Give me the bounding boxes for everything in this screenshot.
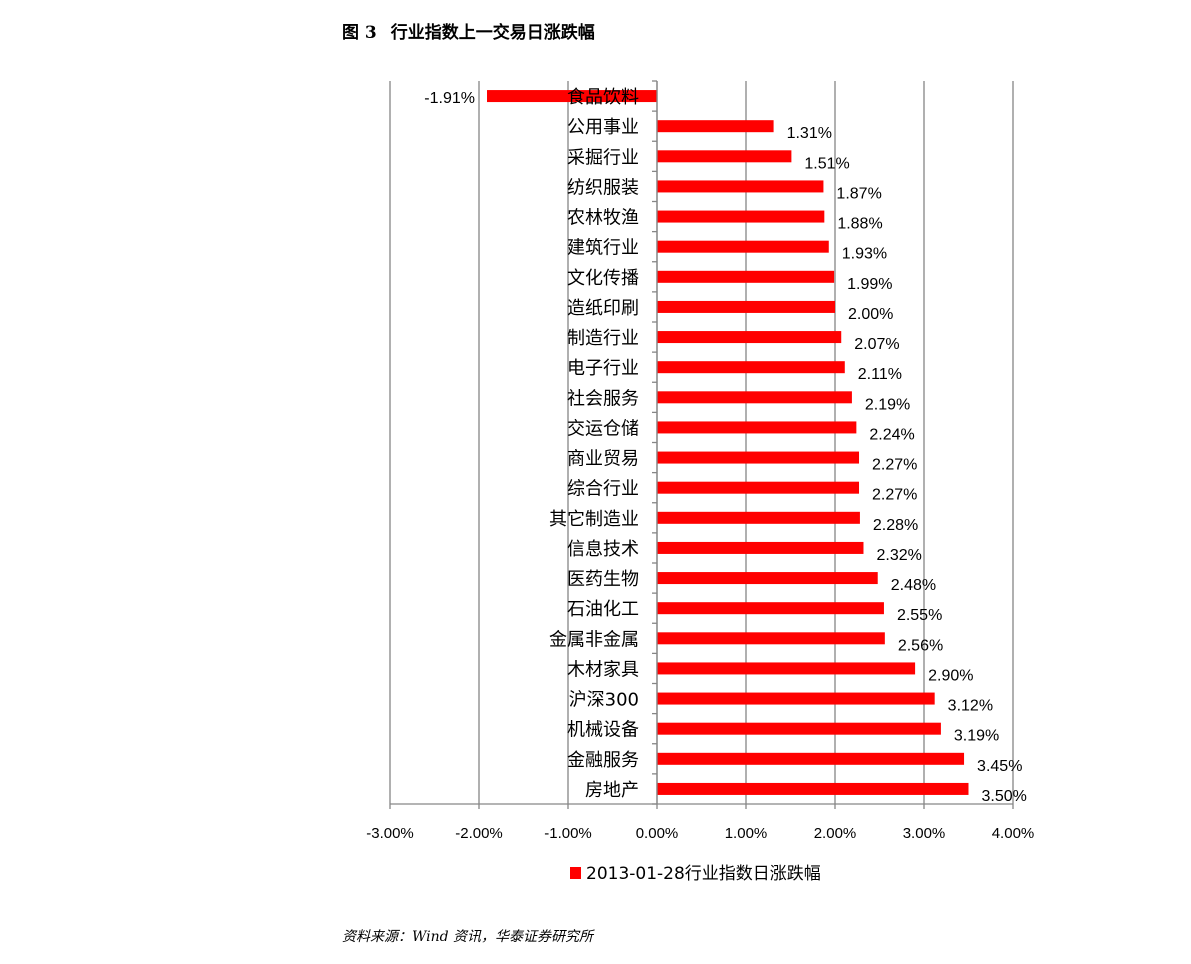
bar (657, 602, 884, 615)
category-label: 金属非金属 (549, 629, 639, 650)
category-label: 电子行业 (567, 358, 639, 379)
bar (657, 391, 852, 404)
bar (657, 451, 860, 464)
bar (657, 511, 860, 524)
bar (657, 270, 835, 283)
x-tick-label: 0.00% (636, 825, 679, 842)
bar (657, 782, 969, 795)
bar (657, 692, 935, 705)
data-label: 2.28% (873, 517, 918, 534)
data-label: 2.27% (872, 457, 917, 474)
data-label: 3.50% (982, 788, 1027, 805)
data-label: 1.88% (837, 216, 882, 233)
data-label: 2.56% (898, 637, 943, 654)
data-label: 1.87% (836, 185, 881, 202)
bar (657, 331, 842, 344)
data-label: 1.51% (804, 155, 849, 172)
bar (657, 632, 885, 645)
bar (657, 421, 857, 434)
x-tick-label: -3.00% (366, 825, 414, 842)
source-note: 资料来源：Wind 资讯，华泰证券研究所 (342, 929, 594, 945)
data-label: 2.32% (876, 547, 921, 564)
data-label: 2.07% (854, 336, 899, 353)
bar (657, 752, 965, 765)
axes: -3.00% -2.00% -1.00% 0.00% 1.00% 2.00% 3.00% 4.… (366, 80, 1035, 842)
figure-number: 图 3 (342, 23, 377, 43)
category-label: 沪深300 (569, 690, 639, 711)
x-tick-label: 4.00% (992, 825, 1035, 842)
figure-title-text: 行业指数上一交易日涨跌幅 (390, 23, 595, 43)
gridlines (389, 81, 1014, 804)
category-label: 采掘行业 (567, 147, 639, 168)
x-tick-label: -1.00% (544, 825, 592, 842)
category-label: 建筑行业 (567, 238, 639, 259)
bar (657, 662, 916, 675)
category-label: 造纸印刷 (567, 298, 639, 319)
bar (657, 150, 792, 163)
bar (657, 300, 835, 313)
data-label: 3.12% (948, 698, 993, 715)
bar (657, 481, 860, 494)
data-label: 2.48% (891, 577, 936, 594)
data-label: 3.19% (954, 728, 999, 745)
bar (657, 541, 864, 554)
bar (657, 240, 829, 253)
data-label: 2.11% (858, 366, 902, 383)
data-label: 1.99% (847, 276, 892, 293)
legend-swatch (570, 867, 581, 879)
category-label: 其它制造业 (549, 509, 639, 530)
bar (657, 361, 845, 374)
data-label: 2.00% (848, 306, 893, 323)
category-label: 医药生物 (567, 569, 639, 590)
category-label: 文化传播 (567, 268, 639, 289)
category-label: 制造行业 (567, 328, 639, 349)
category-label: 商业贸易 (567, 449, 639, 470)
category-label: 综合行业 (567, 479, 639, 500)
category-label: 食品饮料 (567, 87, 639, 108)
category-label: 信息技术 (567, 539, 639, 560)
bar (657, 180, 824, 193)
x-tick-label: 1.00% (725, 825, 768, 842)
legend-label: 2013-01-28行业指数日涨跌幅 (586, 864, 821, 884)
figure-title: 图 3 行业指数上一交易日涨跌幅 (342, 18, 595, 43)
data-label: 2.19% (865, 396, 910, 413)
category-label: 机械设备 (567, 720, 639, 741)
x-tick-label: -2.00% (455, 825, 503, 842)
category-label: 农林牧渔 (567, 208, 639, 229)
bars (487, 90, 969, 795)
bar (657, 722, 941, 735)
data-label: 2.24% (869, 426, 914, 443)
data-label: -1.91% (424, 90, 475, 107)
bar (657, 572, 878, 585)
data-label: 2.27% (872, 487, 917, 504)
data-label: 2.90% (928, 667, 973, 684)
bar (657, 210, 825, 223)
category-label: 石油化工 (567, 599, 639, 620)
category-label: 房地产 (585, 780, 639, 801)
x-tick-label: 3.00% (903, 825, 946, 842)
category-label: 公用事业 (567, 117, 639, 138)
labels: 食品饮料 -1.91% 公用事业 1.31% 采掘行业 1.51% 纺织服装 1.87% 农林牧… (424, 87, 1027, 805)
data-label: 1.93% (842, 246, 887, 263)
data-label: 1.31% (787, 125, 832, 142)
bar (487, 90, 657, 103)
category-label: 木材家具 (567, 659, 639, 680)
category-label: 社会服务 (567, 388, 639, 409)
category-label: 交运仓储 (567, 418, 639, 439)
category-label: 纺织服装 (567, 177, 639, 198)
legend: 2013-01-28行业指数日涨跌幅 (570, 864, 821, 884)
data-label: 2.55% (897, 607, 942, 624)
x-tick-label: 2.00% (814, 825, 857, 842)
bar (657, 120, 774, 133)
category-label: 金融服务 (567, 750, 639, 771)
data-label: 3.45% (977, 758, 1022, 775)
